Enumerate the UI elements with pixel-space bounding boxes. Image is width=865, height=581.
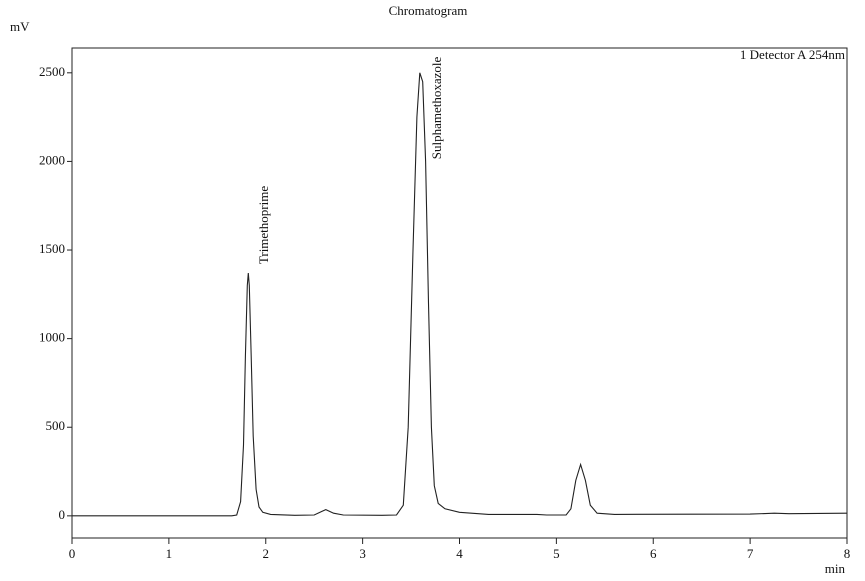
x-tick-label: 3 (359, 546, 366, 561)
x-tick-label: 1 (166, 546, 173, 561)
y-tick-label: 2000 (39, 152, 65, 167)
x-tick-label: 0 (69, 546, 76, 561)
x-tick-label: 5 (553, 546, 560, 561)
y-tick-label: 1500 (39, 241, 65, 256)
y-tick-label: 2500 (39, 64, 65, 79)
x-tick-label: 4 (456, 546, 463, 561)
detector-label: 1 Detector A 254nm (740, 47, 845, 62)
peak-label: Sulphamethoxazole (429, 57, 444, 160)
plot-frame (71, 47, 848, 539)
x-axis-label: min (825, 561, 846, 576)
x-tick-label: 8 (844, 546, 851, 561)
y-tick-label: 1000 (39, 330, 65, 345)
x-tick-label: 2 (263, 546, 270, 561)
y-axis-label: mV (10, 19, 30, 34)
y-tick-label: 0 (59, 507, 66, 522)
peak-label: Trimethoprime (256, 186, 271, 264)
chromatogram-trace (72, 72, 848, 517)
x-tick-label: 6 (650, 546, 657, 561)
y-tick-label: 500 (46, 418, 66, 433)
x-tick-label: 7 (747, 546, 754, 561)
chart-title: Chromatogram (389, 3, 468, 18)
